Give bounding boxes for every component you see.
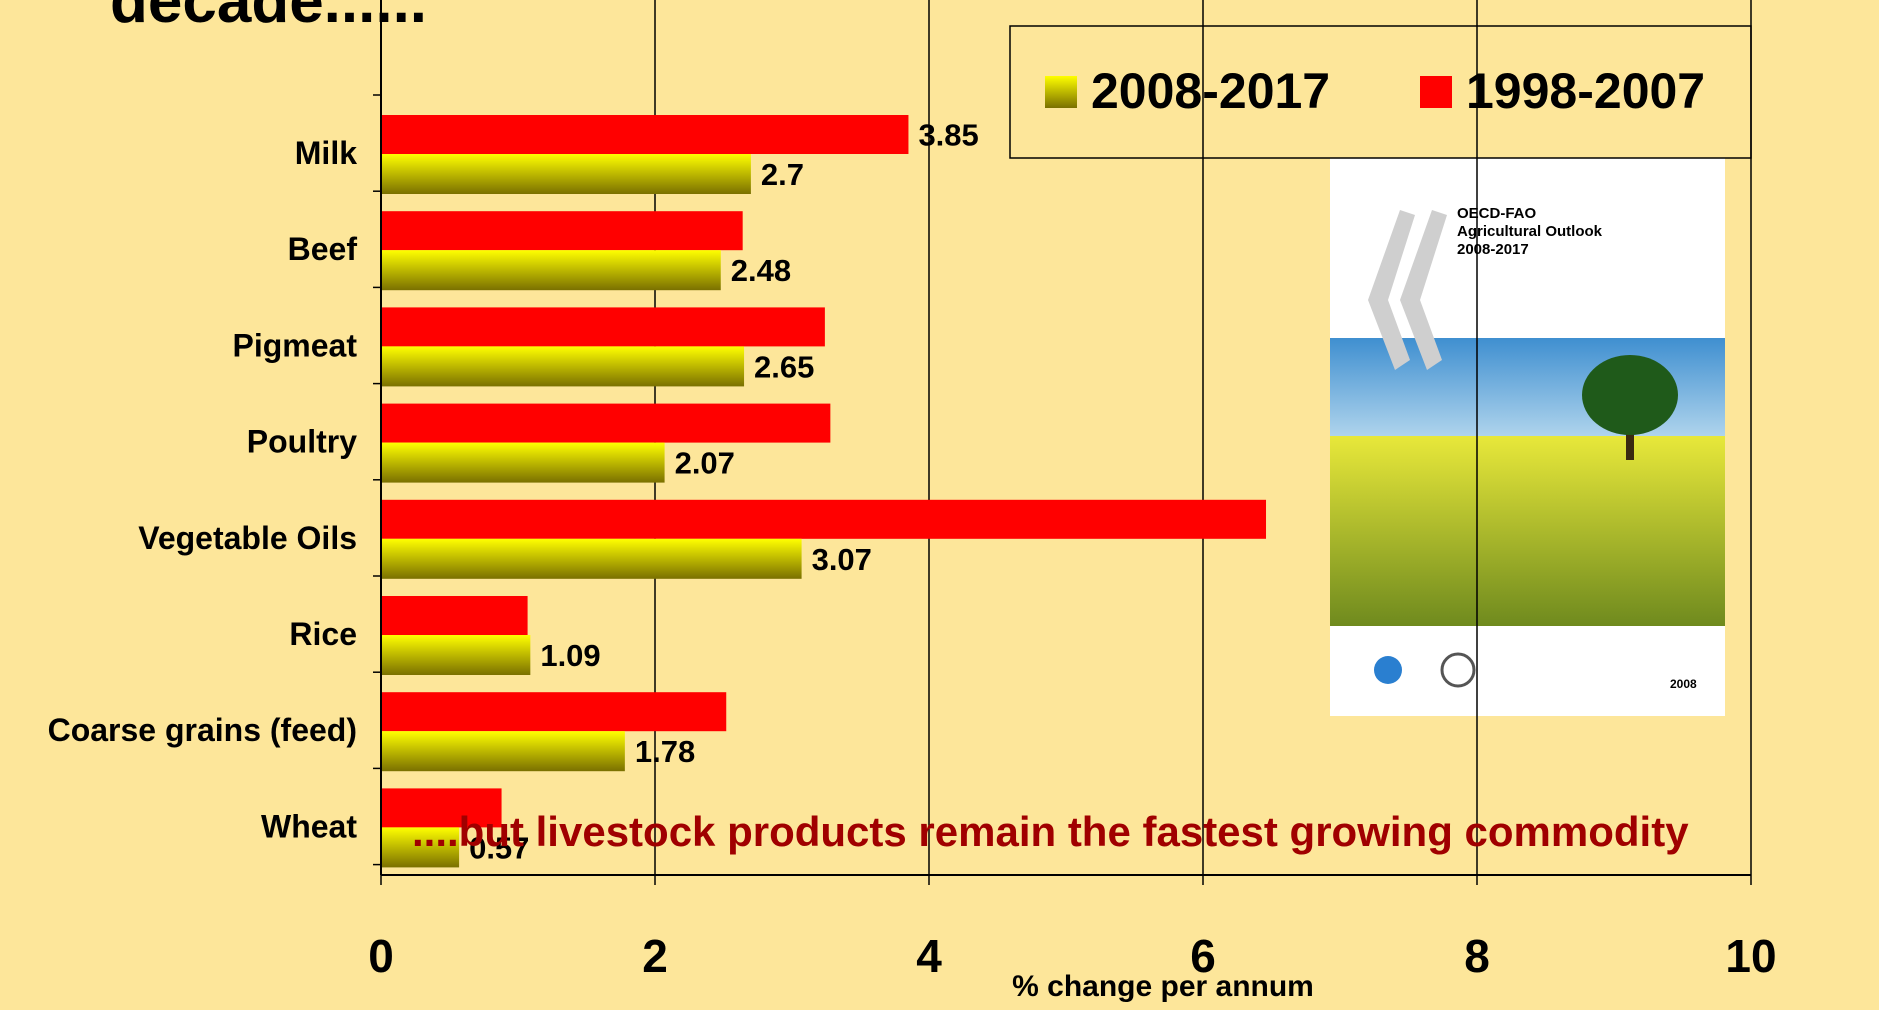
bar [381, 731, 625, 771]
data-label: 2.65 [754, 349, 814, 384]
y-tick-label: Milk [295, 135, 357, 171]
legend-swatch [1420, 76, 1452, 108]
chart: decade...... OECD-FAOAgricultural Outloo… [0, 0, 1879, 1010]
legend-label: 1998-2007 [1466, 63, 1705, 119]
y-tick-label: Poultry [247, 424, 357, 460]
bar [381, 443, 665, 483]
bar [381, 539, 802, 579]
bar [381, 635, 530, 675]
bar [381, 250, 721, 290]
x-tick-label: 4 [916, 930, 942, 982]
data-label: 2.48 [731, 253, 791, 288]
x-tick-label: 8 [1464, 930, 1490, 982]
y-tick-label: Pigmeat [233, 327, 358, 363]
data-label: 1.09 [540, 638, 600, 673]
legend-label: 2008-2017 [1091, 63, 1330, 119]
bar [381, 500, 1266, 539]
y-tick-label: Coarse grains (feed) [48, 712, 357, 748]
x-tick-label: 0 [368, 930, 394, 982]
data-label: 3.07 [812, 542, 872, 577]
legend-swatch [1045, 76, 1077, 108]
cover-line: 2008-2017 [1457, 241, 1529, 258]
bar [381, 115, 908, 154]
cover-year: 2008 [1670, 677, 1697, 691]
bar [381, 346, 744, 386]
cover-field [1330, 436, 1725, 626]
y-tick-label: Wheat [261, 808, 357, 844]
data-label: 2.7 [761, 157, 804, 192]
data-label: 1.78 [635, 734, 695, 769]
x-tick-label: 2 [642, 930, 668, 982]
x-tick-label: 6 [1190, 930, 1216, 982]
bar [381, 596, 528, 635]
bar [381, 692, 726, 731]
chart-title: decade...... [110, 0, 427, 36]
y-tick-label: Beef [288, 231, 358, 267]
cover-line: OECD-FAO [1457, 205, 1537, 222]
y-tick-label: Rice [289, 616, 357, 652]
cover-logo [1374, 656, 1402, 684]
bar [381, 307, 825, 346]
y-tick-label: Vegetable Oils [138, 520, 357, 556]
data-label: 2.07 [675, 446, 735, 481]
annotation: ....but livestock products remain the fa… [412, 808, 1689, 855]
x-axis-label: % change per annum [1012, 970, 1314, 1003]
cover-tree [1582, 355, 1678, 435]
data-label: 3.85 [918, 118, 978, 153]
cover-line: Agricultural Outlook [1457, 223, 1603, 240]
x-tick-label: 10 [1725, 930, 1776, 982]
bar [381, 404, 830, 443]
bar [381, 154, 751, 194]
bar [381, 211, 743, 250]
